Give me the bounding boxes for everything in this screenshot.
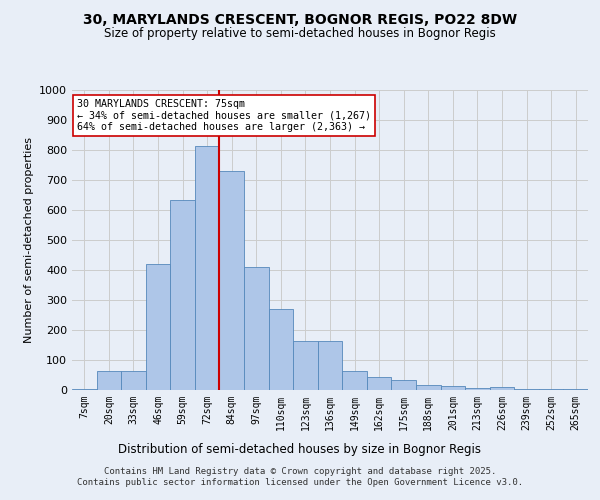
Bar xyxy=(293,340,318,390)
Bar xyxy=(318,340,342,390)
Bar xyxy=(465,388,490,390)
Bar xyxy=(269,309,293,390)
Y-axis label: Number of semi-detached properties: Number of semi-detached properties xyxy=(23,137,34,343)
Bar xyxy=(244,267,269,390)
Bar xyxy=(367,378,391,390)
Bar xyxy=(440,386,465,390)
Bar xyxy=(97,370,121,390)
Text: 30 MARYLANDS CRESCENT: 75sqm
← 34% of semi-detached houses are smaller (1,267)
6: 30 MARYLANDS CRESCENT: 75sqm ← 34% of se… xyxy=(77,99,371,132)
Bar xyxy=(121,370,146,390)
Text: Size of property relative to semi-detached houses in Bognor Regis: Size of property relative to semi-detach… xyxy=(104,28,496,40)
Text: Distribution of semi-detached houses by size in Bognor Regis: Distribution of semi-detached houses by … xyxy=(119,442,482,456)
Bar xyxy=(170,200,195,390)
Bar xyxy=(220,171,244,390)
Bar xyxy=(342,370,367,390)
Text: 30, MARYLANDS CRESCENT, BOGNOR REGIS, PO22 8DW: 30, MARYLANDS CRESCENT, BOGNOR REGIS, PO… xyxy=(83,12,517,26)
Bar xyxy=(563,388,588,390)
Bar xyxy=(146,264,170,390)
Bar xyxy=(490,387,514,390)
Bar xyxy=(195,146,220,390)
Bar xyxy=(72,388,97,390)
Text: Contains HM Land Registry data © Crown copyright and database right 2025.
Contai: Contains HM Land Registry data © Crown c… xyxy=(77,468,523,487)
Bar xyxy=(391,380,416,390)
Bar xyxy=(416,384,440,390)
